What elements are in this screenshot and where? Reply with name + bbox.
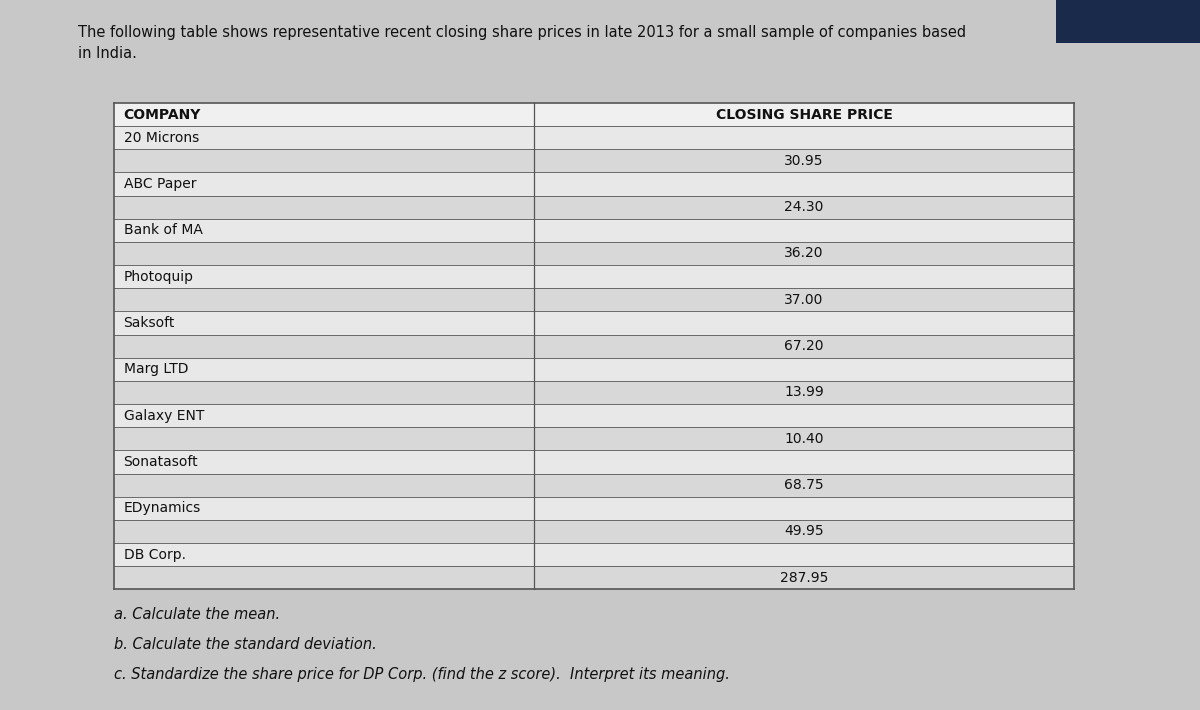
Text: 10.40: 10.40 xyxy=(785,432,823,446)
Text: 13.99: 13.99 xyxy=(784,386,824,400)
Text: Saksoft: Saksoft xyxy=(124,316,175,330)
Text: Sonatasoft: Sonatasoft xyxy=(124,455,198,469)
Text: Galaxy ENT: Galaxy ENT xyxy=(124,408,204,422)
Text: c. Standardize the share price for DP Corp. (find the z score).  Interpret its m: c. Standardize the share price for DP Co… xyxy=(114,667,730,682)
Text: a. Calculate the mean.: a. Calculate the mean. xyxy=(114,607,280,622)
Text: 37.00: 37.00 xyxy=(785,293,823,307)
Text: 30.95: 30.95 xyxy=(785,154,823,168)
Text: 67.20: 67.20 xyxy=(785,339,823,353)
Text: DB Corp.: DB Corp. xyxy=(124,547,186,562)
Text: 24.30: 24.30 xyxy=(785,200,823,214)
Text: 36.20: 36.20 xyxy=(785,246,823,261)
Text: 287.95: 287.95 xyxy=(780,571,828,585)
Text: 68.75: 68.75 xyxy=(784,478,824,492)
Text: Marg LTD: Marg LTD xyxy=(124,362,188,376)
Text: b. Calculate the standard deviation.: b. Calculate the standard deviation. xyxy=(114,637,377,652)
Text: 20 Microns: 20 Microns xyxy=(124,131,199,145)
Text: Bank of MA: Bank of MA xyxy=(124,224,203,237)
Text: COMPANY: COMPANY xyxy=(124,107,200,121)
Text: ABC Paper: ABC Paper xyxy=(124,177,196,191)
Text: 49.95: 49.95 xyxy=(784,525,824,538)
Text: The following table shows representative recent closing share prices in late 201: The following table shows representative… xyxy=(78,25,966,40)
Text: CLOSING SHARE PRICE: CLOSING SHARE PRICE xyxy=(715,107,893,121)
Text: EDynamics: EDynamics xyxy=(124,501,200,515)
Text: in India.: in India. xyxy=(78,46,137,61)
Text: Photoquip: Photoquip xyxy=(124,270,193,284)
